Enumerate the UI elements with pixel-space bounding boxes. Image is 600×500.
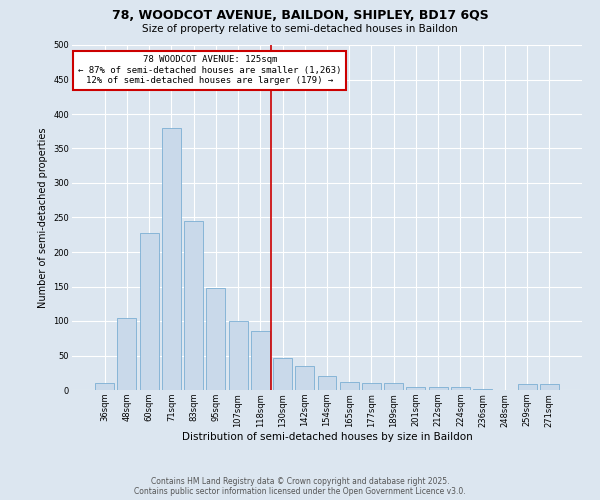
Bar bbox=[295, 366, 314, 390]
Bar bbox=[384, 383, 403, 390]
Bar bbox=[362, 383, 381, 390]
Bar bbox=[229, 321, 248, 390]
Bar bbox=[118, 318, 136, 390]
Bar bbox=[406, 386, 425, 390]
Bar bbox=[206, 288, 225, 390]
Bar bbox=[340, 382, 359, 390]
Bar bbox=[184, 221, 203, 390]
Bar bbox=[95, 383, 114, 390]
Bar bbox=[451, 387, 470, 390]
Bar bbox=[540, 384, 559, 390]
Bar bbox=[317, 376, 337, 390]
Bar bbox=[518, 384, 536, 390]
Text: 78 WOODCOT AVENUE: 125sqm
← 87% of semi-detached houses are smaller (1,263)
12% : 78 WOODCOT AVENUE: 125sqm ← 87% of semi-… bbox=[78, 56, 341, 85]
Bar bbox=[429, 387, 448, 390]
Text: 78, WOODCOT AVENUE, BAILDON, SHIPLEY, BD17 6QS: 78, WOODCOT AVENUE, BAILDON, SHIPLEY, BD… bbox=[112, 9, 488, 22]
X-axis label: Distribution of semi-detached houses by size in Baildon: Distribution of semi-detached houses by … bbox=[182, 432, 472, 442]
Text: Size of property relative to semi-detached houses in Baildon: Size of property relative to semi-detach… bbox=[142, 24, 458, 34]
Bar bbox=[251, 332, 270, 390]
Text: Contains HM Land Registry data © Crown copyright and database right 2025.
Contai: Contains HM Land Registry data © Crown c… bbox=[134, 476, 466, 496]
Bar bbox=[273, 358, 292, 390]
Bar bbox=[162, 128, 181, 390]
Bar bbox=[140, 232, 158, 390]
Y-axis label: Number of semi-detached properties: Number of semi-detached properties bbox=[38, 127, 48, 308]
